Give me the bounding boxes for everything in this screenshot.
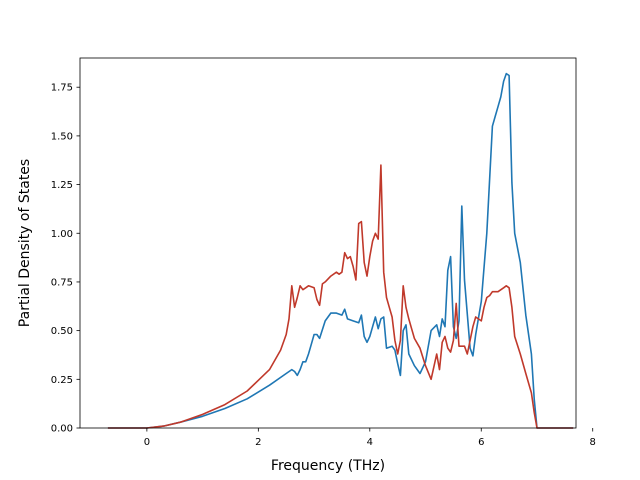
series-layer [107,72,574,429]
y-tick-label: 0.75 [51,277,73,288]
x-tick-label: 4 [367,437,373,448]
series-0-line [107,72,574,429]
y-tick-label: 1.75 [51,83,73,94]
y-axis-label: Partial Density of States [17,159,33,327]
x-tick-label: 2 [255,437,261,448]
y-tick-label: 0.50 [51,326,73,337]
series-1-line [107,164,574,429]
y-tick-label: 0.00 [51,424,73,435]
y-axis: 0.00 0.25 0.50 0.75 1.00 1.25 1.50 1.75 [51,83,80,435]
plot-frame [79,57,577,429]
x-tick-label: 0 [144,437,150,448]
x-axis: 0 2 4 6 8 [144,428,596,448]
x-axis-label: Frequency (THz) [271,458,385,474]
x-tick-label: 8 [590,437,596,448]
y-tick-label: 1.25 [51,180,73,191]
y-tick-label: 0.25 [51,375,73,386]
y-tick-label: 1.50 [51,131,73,142]
y-tick-label: 1.00 [51,229,73,240]
x-tick-label: 6 [478,437,484,448]
